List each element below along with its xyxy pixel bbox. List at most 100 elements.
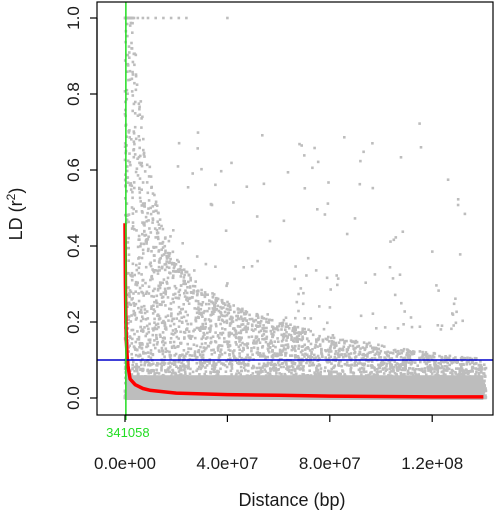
ld-point	[271, 328, 275, 331]
ld-point	[278, 350, 282, 354]
ld-point	[187, 280, 190, 284]
ld-point	[190, 335, 194, 338]
ld-point	[127, 286, 130, 289]
ld-point	[223, 303, 227, 307]
ld-point	[421, 367, 424, 371]
ld-point	[377, 347, 381, 351]
ld-point	[195, 344, 199, 348]
ld-point	[358, 352, 362, 355]
ld-point	[184, 282, 187, 286]
ld-point	[127, 246, 130, 250]
ld-point	[142, 148, 145, 152]
ld-point	[252, 339, 256, 342]
ld-point	[141, 317, 145, 321]
ld-point	[147, 355, 151, 358]
ld-point	[203, 333, 206, 336]
ld-point	[270, 318, 274, 322]
ld-point	[160, 248, 163, 251]
ld-point	[219, 311, 223, 315]
ld-point	[216, 304, 220, 308]
ld-point	[293, 348, 296, 351]
ld-point	[278, 348, 282, 352]
ld-point	[230, 373, 233, 376]
ld-point	[280, 333, 283, 337]
ld-point	[152, 295, 156, 298]
ld-point	[284, 348, 287, 351]
ld-point	[193, 285, 197, 288]
ld-point	[329, 370, 333, 373]
ld-point	[301, 373, 304, 376]
ld-point	[129, 21, 133, 25]
ld-point	[156, 340, 159, 344]
ld-point	[223, 328, 227, 331]
ld-point	[169, 257, 172, 261]
ld-point	[329, 350, 333, 353]
ld-point	[317, 337, 320, 341]
ld-point	[146, 238, 150, 241]
ld-point	[227, 308, 230, 311]
ld-point	[280, 353, 283, 356]
ld-point	[184, 270, 187, 274]
ld-point	[425, 373, 428, 376]
ld-point	[197, 302, 201, 306]
ld-point	[190, 296, 194, 299]
ld-point	[179, 364, 182, 368]
ld-point	[158, 317, 162, 320]
ld-point	[301, 359, 305, 363]
ld-point	[185, 270, 189, 274]
ld-point	[148, 227, 151, 230]
ld-point	[173, 292, 177, 296]
ld-point	[293, 369, 297, 373]
ld-point	[155, 301, 159, 305]
ld-point	[240, 309, 244, 313]
ld-point	[227, 302, 231, 306]
ld-point	[248, 317, 252, 321]
ld-point	[423, 369, 427, 373]
ld-point	[187, 273, 191, 277]
ld-point	[233, 327, 236, 330]
ld-point	[296, 335, 299, 338]
ld-point	[338, 372, 341, 375]
ld-point	[471, 365, 475, 369]
ld-point	[333, 345, 337, 349]
ld-point	[424, 351, 428, 354]
ld-point	[172, 300, 175, 304]
ld-point	[450, 368, 454, 372]
ld-point	[284, 328, 287, 331]
ld-point	[131, 60, 135, 64]
ld-point	[129, 163, 132, 167]
ld-point	[239, 373, 242, 376]
ld-point	[379, 364, 382, 367]
ld-point	[266, 355, 269, 359]
ld-point	[395, 350, 398, 353]
ld-point	[265, 337, 268, 340]
ld-point	[130, 47, 134, 50]
ld-point	[259, 367, 263, 370]
ld-point	[194, 318, 197, 322]
ld-point	[149, 261, 152, 265]
ld-point	[129, 188, 133, 191]
ld-point	[458, 363, 462, 366]
ld-point	[160, 366, 163, 370]
ld-point	[417, 373, 420, 376]
ld-point	[409, 351, 413, 354]
ld-point	[148, 341, 152, 344]
ld-point	[280, 372, 283, 376]
ld-point	[221, 301, 224, 304]
ld-point	[156, 305, 159, 308]
ld-point	[178, 368, 182, 372]
ld-point	[131, 31, 134, 34]
ld-point	[332, 336, 336, 340]
ld-point	[470, 357, 474, 361]
ld-point	[202, 349, 206, 353]
ld-point	[151, 312, 155, 315]
ld-point	[195, 311, 199, 315]
ld-point	[470, 369, 474, 372]
ld-point	[131, 73, 135, 76]
ld-point	[129, 182, 133, 185]
ld-point	[353, 364, 356, 367]
ld-point	[179, 311, 182, 315]
ld-point	[431, 354, 434, 358]
ld-point	[287, 327, 291, 330]
ld-point	[247, 335, 251, 339]
